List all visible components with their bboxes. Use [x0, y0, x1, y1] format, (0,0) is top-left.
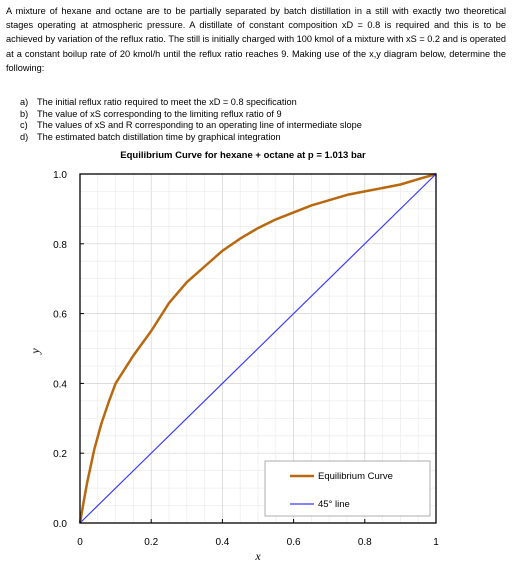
problem-text: A mixture of hexane and octane are to be… — [6, 6, 506, 73]
tick-labels: 0 0.2 0.4 0.6 0.8 1 0.0 0.2 0.4 0.6 0.8 1.0 — [53, 170, 439, 548]
legend: Equilibrium Curve 45° line — [264, 460, 431, 517]
y-axis-label: y — [28, 348, 42, 355]
y-tick-label: 0.2 — [53, 449, 67, 460]
legend-label-45-line: 45° line — [318, 499, 350, 510]
x-tick-label: 0 — [77, 537, 83, 548]
y-tick-label: 0.0 — [53, 519, 67, 530]
question-parts: a) The initial reflux ratio required to m… — [20, 97, 362, 143]
part-c: c) The values of xS and R corresponding t… — [20, 120, 362, 131]
x-tick-label: 0.6 — [287, 537, 301, 548]
x-tick-label: 1 — [433, 537, 439, 548]
y-tick-label: 1.0 — [53, 170, 67, 181]
x-axis-label: x — [254, 549, 261, 563]
chart-title: Equilibrium Curve for hexane + octane at… — [120, 150, 366, 161]
part-b: b) The value of xS corresponding to the l… — [20, 108, 282, 119]
x-tick-label: 0.2 — [144, 537, 158, 548]
diagonal-45-line — [79, 173, 437, 524]
problem-statement: A mixture of hexane and octane are to be… — [6, 4, 506, 75]
y-tick-label: 0.6 — [53, 310, 67, 321]
legend-label-equilibrium: Equilibrium Curve — [318, 471, 393, 482]
equilibrium-curve-line — [78, 172, 437, 524]
x-tick-label: 0.8 — [358, 537, 372, 548]
plot-frame — [79, 173, 437, 524]
part-a: a) The initial reflux ratio required to m… — [20, 97, 297, 107]
legend-box — [264, 460, 431, 517]
y-tick-label: 0.8 — [53, 240, 67, 251]
series-layer — [78, 172, 437, 524]
y-tick-label: 0.4 — [53, 379, 67, 390]
x-tick-label: 0.4 — [215, 537, 229, 548]
part-d: d) The estimated batch distillation time … — [20, 131, 281, 142]
